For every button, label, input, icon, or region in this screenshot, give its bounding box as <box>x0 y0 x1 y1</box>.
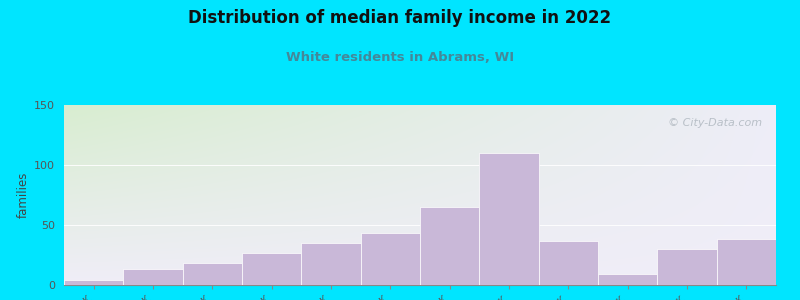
Bar <box>123 269 182 285</box>
Bar <box>479 153 538 285</box>
Text: White residents in Abrams, WI: White residents in Abrams, WI <box>286 51 514 64</box>
Bar <box>598 274 658 285</box>
Text: Distribution of median family income in 2022: Distribution of median family income in … <box>189 9 611 27</box>
Bar <box>420 207 479 285</box>
Bar <box>64 280 123 285</box>
Bar <box>717 239 776 285</box>
Bar <box>658 249 717 285</box>
Bar <box>302 243 361 285</box>
Y-axis label: families: families <box>17 172 30 218</box>
Bar <box>242 253 302 285</box>
Bar <box>361 233 420 285</box>
Text: © City-Data.com: © City-Data.com <box>668 118 762 128</box>
Bar <box>538 241 598 285</box>
Bar <box>182 263 242 285</box>
